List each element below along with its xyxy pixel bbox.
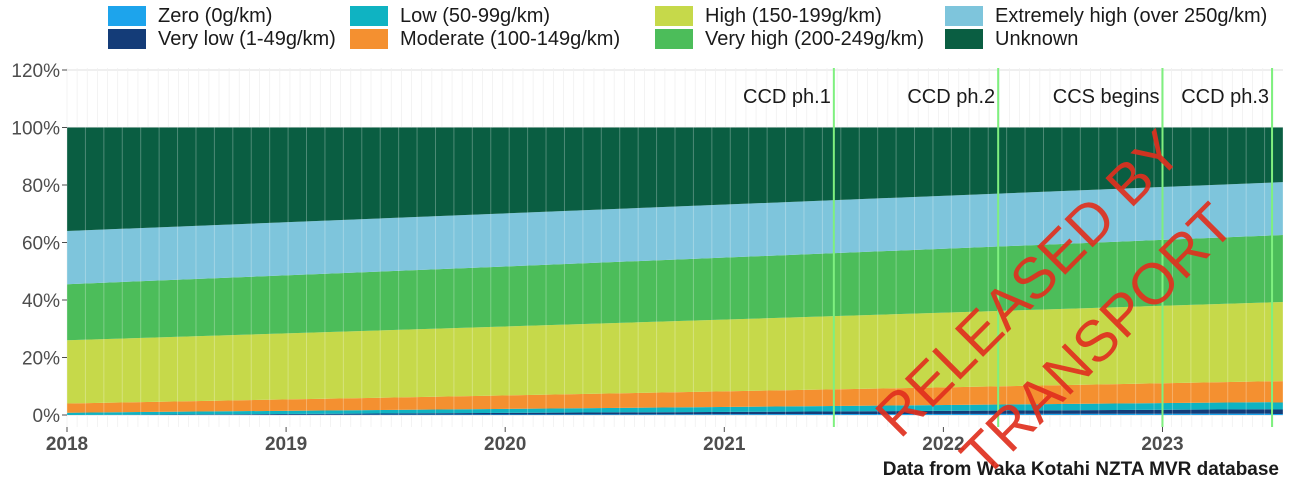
area-series-6 [67, 182, 1283, 285]
y-tick-label: 120% [11, 61, 60, 82]
legend-swatch [108, 6, 146, 26]
legend-item: High (150-199g/km) [655, 5, 882, 27]
event-label: CCD ph.1 [743, 86, 831, 108]
x-tick-label: 2020 [484, 434, 526, 455]
legend-label: Low (50-99g/km) [400, 4, 551, 27]
legend-swatch [108, 29, 146, 49]
legend-item: Low (50-99g/km) [350, 5, 550, 27]
y-tick-label: 0% [33, 406, 61, 427]
event-label: CCD ph.3 [1181, 86, 1269, 108]
legend-item: Zero (0g/km) [108, 5, 272, 27]
y-tick-label: 20% [22, 349, 60, 370]
area-series-3 [67, 381, 1283, 413]
legend-label: Zero (0g/km) [158, 4, 273, 27]
legend-label: High (150-199g/km) [705, 4, 882, 27]
legend-label: Very high (200-249g/km) [705, 27, 925, 50]
legend-swatch [350, 29, 388, 49]
x-tick-label: 2018 [46, 434, 88, 455]
event-markers: CCD ph.1 CCD ph.2 CCS begins CCD ph.3 [743, 68, 1274, 427]
legend-swatch [655, 6, 693, 26]
y-tick-label: 80% [22, 176, 60, 197]
area-series-5 [67, 235, 1283, 341]
chart-legend: Zero (0g/km) Very low (1-49g/km) Low (50-9… [0, 0, 1293, 56]
event-label: CCD ph.2 [907, 86, 995, 108]
legend-swatch [655, 29, 693, 49]
legend-item: Unknown [945, 28, 1078, 50]
x-tick-label: 2023 [1141, 434, 1183, 455]
bar-texture [66, 127, 1284, 415]
legend-item: Extremely high (over 250g/km) [945, 5, 1267, 27]
y-tick-label: 100% [11, 119, 60, 140]
x-tick-label: 2019 [265, 434, 307, 455]
area-series-2 [67, 402, 1283, 415]
y-tick-label: 60% [22, 234, 60, 255]
legend-label: Unknown [995, 27, 1079, 50]
legend-label: Moderate (100-149g/km) [400, 27, 621, 50]
event-label: CCS begins [1053, 86, 1160, 108]
legend-item: Very low (1-49g/km) [108, 28, 336, 50]
legend-label: Very low (1-49g/km) [158, 27, 336, 50]
legend-swatch [945, 6, 983, 26]
area-series-4 [67, 302, 1283, 404]
legend-item: Very high (200-249g/km) [655, 28, 924, 50]
y-axis: 0% 20% 40% 60% 80% 100% 120% [11, 61, 67, 427]
x-axis: 2018 2019 2020 2021 2022 2023 [46, 427, 1184, 455]
area-series [67, 127, 1283, 415]
legend-item: Moderate (100-149g/km) [350, 28, 620, 50]
x-tick-label: 2021 [703, 434, 746, 455]
x-tick-label: 2022 [922, 434, 964, 455]
y-tick-label: 40% [22, 291, 60, 312]
legend-swatch [945, 29, 983, 49]
legend-swatch [350, 6, 388, 26]
source-note: Data from Waka Kotahi NZTA MVR database [882, 459, 1279, 480]
area-series-7 [67, 127, 1283, 231]
legend-label: Extremely high (over 250g/km) [995, 4, 1268, 27]
